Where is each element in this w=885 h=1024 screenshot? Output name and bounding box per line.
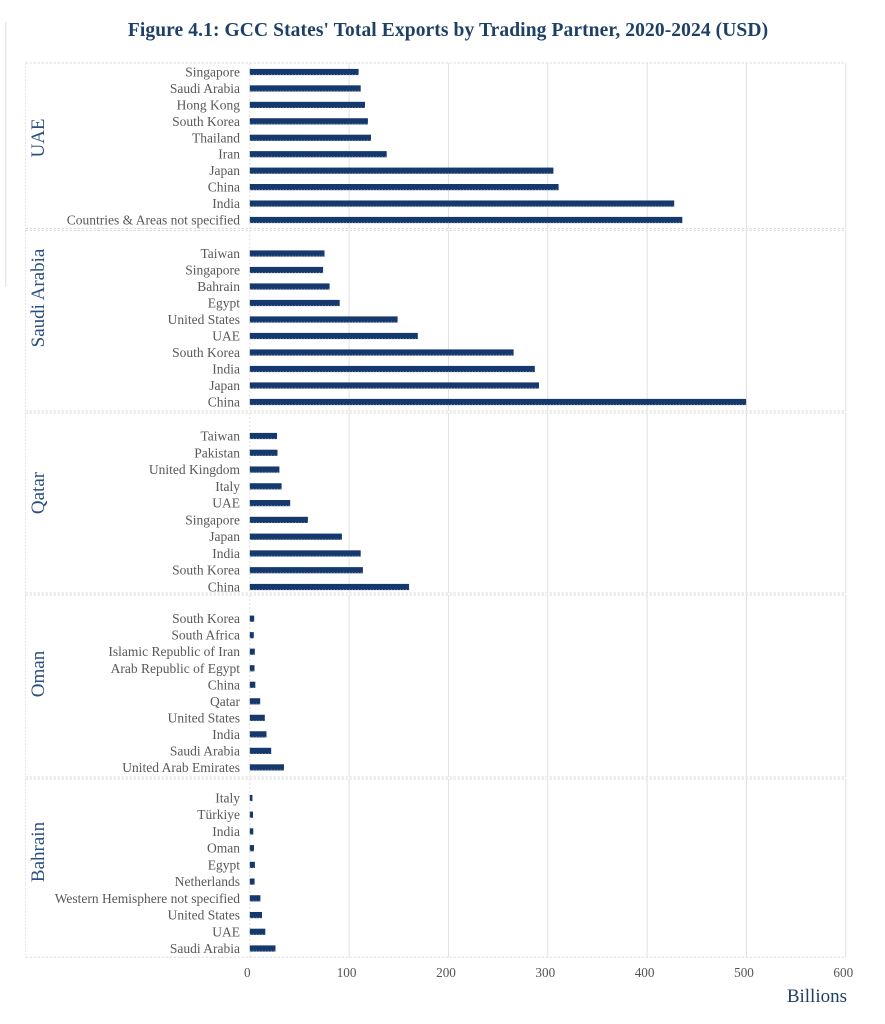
svg-text:Italy: Italy (215, 791, 240, 806)
svg-text:500: 500 (734, 965, 754, 980)
svg-text:South Korea: South Korea (172, 345, 240, 360)
svg-text:600: 600 (833, 965, 853, 980)
svg-text:Hong Kong: Hong Kong (177, 97, 241, 112)
svg-text:400: 400 (635, 965, 655, 980)
svg-text:UAE: UAE (28, 118, 49, 157)
svg-text:Saudi Arabia: Saudi Arabia (170, 81, 240, 96)
svg-text:Qatar: Qatar (28, 471, 49, 514)
svg-text:United States: United States (168, 908, 240, 923)
svg-text:United Arab Emirates: United Arab Emirates (122, 760, 240, 775)
svg-text:China: China (208, 677, 240, 692)
svg-text:Bahrain: Bahrain (28, 821, 49, 882)
svg-text:Japan: Japan (209, 529, 240, 544)
svg-text:India: India (212, 727, 240, 742)
svg-text:Billions: Billions (787, 986, 847, 1007)
svg-text:UAE: UAE (212, 329, 240, 344)
svg-text:Oman: Oman (207, 841, 240, 856)
svg-text:South Korea: South Korea (172, 114, 240, 129)
svg-text:India: India (212, 546, 240, 561)
svg-text:India: India (212, 824, 240, 839)
svg-text:Saudi Arabia: Saudi Arabia (28, 248, 49, 347)
svg-text:300: 300 (535, 965, 555, 980)
svg-text:100: 100 (337, 965, 357, 980)
svg-text:Türkiye: Türkiye (197, 807, 240, 822)
svg-text:Singapore: Singapore (185, 512, 240, 527)
svg-text:Figure 4.1: GCC States' Total: Figure 4.1: GCC States' Total Exports by… (128, 20, 768, 41)
svg-text:Egypt: Egypt (208, 296, 240, 311)
svg-text:South Korea: South Korea (172, 563, 240, 578)
svg-text:South Africa: South Africa (171, 628, 240, 643)
svg-text:Islamic Republic of Iran: Islamic Republic of Iran (108, 644, 240, 659)
svg-text:200: 200 (436, 965, 456, 980)
svg-text:Thailand: Thailand (192, 130, 240, 145)
svg-text:Italy: Italy (215, 479, 240, 494)
svg-text:Japan: Japan (209, 378, 240, 393)
svg-text:China: China (208, 395, 240, 410)
svg-text:Egypt: Egypt (208, 857, 240, 872)
svg-text:China: China (208, 580, 240, 595)
svg-text:India: India (212, 362, 240, 377)
svg-text:0: 0 (244, 965, 251, 980)
svg-text:Iran: Iran (218, 147, 240, 162)
svg-text:United Kingdom: United Kingdom (149, 462, 241, 477)
svg-text:UAE: UAE (212, 496, 240, 511)
svg-text:Japan: Japan (209, 163, 240, 178)
svg-text:Qatar: Qatar (210, 694, 240, 709)
svg-text:Oman: Oman (28, 650, 49, 697)
svg-text:Bahrain: Bahrain (197, 279, 240, 294)
svg-text:India: India (212, 196, 240, 211)
svg-text:Countries & Areas not specifie: Countries & Areas not specified (67, 213, 240, 228)
svg-text:Singapore: Singapore (185, 263, 240, 278)
svg-text:United States: United States (168, 710, 240, 725)
svg-text:Taiwan: Taiwan (200, 429, 240, 444)
svg-text:Taiwan: Taiwan (200, 246, 240, 261)
svg-text:China: China (208, 180, 240, 195)
svg-text:Saudi Arabia: Saudi Arabia (170, 743, 240, 758)
svg-text:Saudi Arabia: Saudi Arabia (170, 941, 240, 956)
svg-text:Western Hemisphere not specifi: Western Hemisphere not specified (55, 891, 240, 906)
svg-text:United States: United States (168, 312, 240, 327)
svg-text:Arab Republic of Egypt: Arab Republic of Egypt (111, 661, 241, 676)
svg-text:UAE: UAE (212, 924, 240, 939)
svg-text:Netherlands: Netherlands (175, 874, 240, 889)
svg-text:Singapore: Singapore (185, 65, 240, 80)
svg-text:South Korea: South Korea (172, 611, 240, 626)
svg-text:Pakistan: Pakistan (194, 445, 240, 460)
